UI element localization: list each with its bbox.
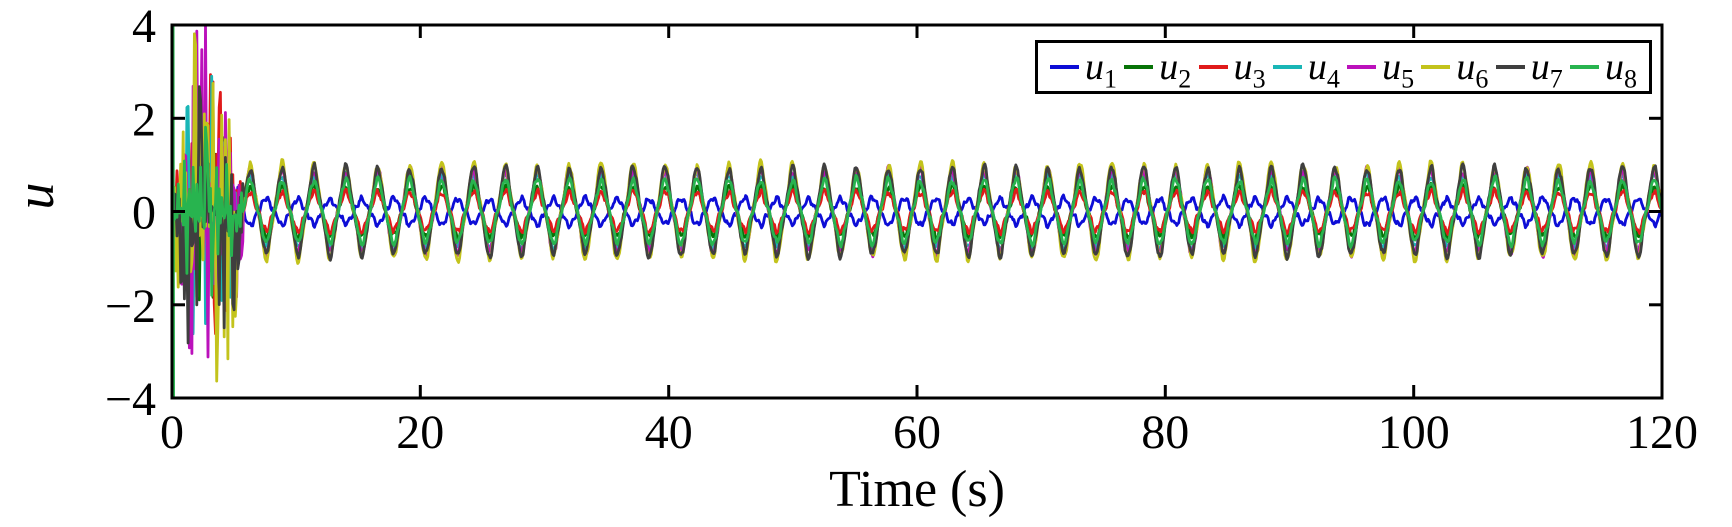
legend-item-u4: u4: [1272, 46, 1340, 94]
series-line-u8: [172, 25, 1662, 398]
legend-line-u1: [1050, 65, 1079, 69]
legend-item-u5: u5: [1347, 46, 1415, 94]
x-tick-label: 20: [396, 406, 444, 459]
legend-item-u3: u3: [1198, 46, 1266, 94]
x-tick-label: 60: [893, 406, 941, 459]
x-axis-title: Time (s): [829, 461, 1005, 518]
legend-label-u8: u8: [1604, 46, 1637, 94]
y-axis-title: u: [5, 182, 65, 210]
legend-line-u6: [1421, 65, 1451, 69]
legend-line-u4: [1272, 65, 1302, 69]
legend-label-u1: u1: [1085, 46, 1117, 94]
x-tick-label: 120: [1626, 406, 1698, 459]
legend-line-u5: [1347, 65, 1377, 69]
legend-line-u3: [1198, 65, 1228, 69]
legend: u1 u2 u3 u4 u5 u6 u7 u8: [1035, 40, 1652, 94]
legend-line-u8: [1569, 65, 1599, 69]
legend-label-u4: u4: [1307, 46, 1340, 94]
y-tick-label: −4: [105, 373, 156, 426]
legend-label-u3: u3: [1233, 46, 1266, 94]
legend-item-u7: u7: [1495, 46, 1563, 94]
legend-label-u2: u2: [1159, 46, 1192, 94]
legend-item-u1: u1: [1050, 46, 1117, 94]
x-tick-label: 80: [1141, 406, 1189, 459]
legend-item-u6: u6: [1421, 46, 1489, 94]
y-tick-label: 0: [132, 187, 156, 240]
legend-item-u8: u8: [1569, 46, 1637, 94]
y-tick-label: 2: [132, 93, 156, 146]
y-tick-label: 4: [132, 0, 156, 53]
legend-item-u2: u2: [1124, 46, 1192, 94]
legend-line-u7: [1495, 65, 1525, 69]
x-tick-label: 40: [645, 406, 693, 459]
x-tick-label: 0: [160, 406, 184, 459]
legend-label-u7: u7: [1530, 46, 1563, 94]
series-group: [172, 25, 1662, 398]
legend-line-u2: [1124, 65, 1154, 69]
legend-label-u5: u5: [1382, 46, 1415, 94]
x-tick-label: 100: [1378, 406, 1450, 459]
legend-label-u6: u6: [1456, 46, 1489, 94]
y-tick-label: −2: [105, 280, 156, 333]
